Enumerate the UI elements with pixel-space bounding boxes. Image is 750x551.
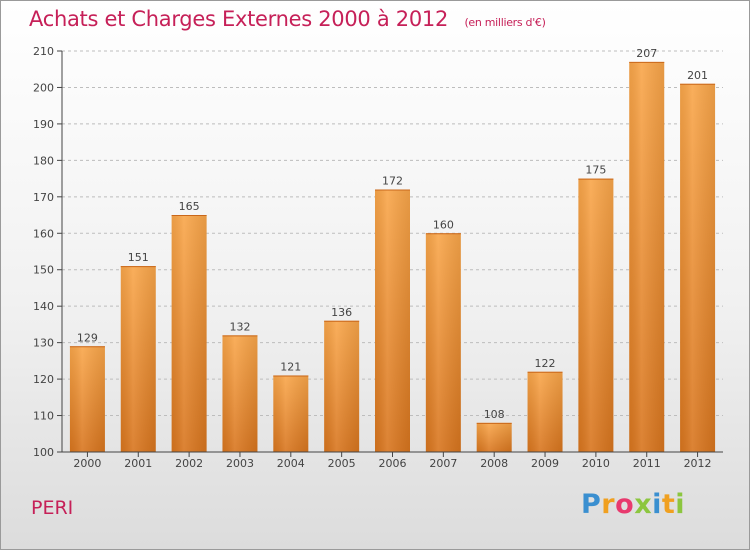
data-label: 172 — [382, 175, 403, 188]
x-tick-label: 2007 — [429, 457, 457, 470]
x-tick-label: 2001 — [124, 457, 152, 470]
x-tick-label: 2006 — [379, 457, 407, 470]
bar-shade — [324, 320, 360, 452]
x-tick-label: 2004 — [277, 457, 305, 470]
y-tick-label: 160 — [33, 227, 54, 240]
data-label: 108 — [484, 408, 505, 421]
data-label: 122 — [535, 357, 556, 370]
bars — [69, 61, 716, 453]
bar-shade — [69, 346, 105, 452]
x-tick-label: 2009 — [531, 457, 559, 470]
bar-shade — [578, 178, 614, 452]
axes — [57, 50, 723, 457]
bar-shade — [425, 233, 461, 452]
x-tick-label: 2011 — [633, 457, 661, 470]
x-tick-label: 2010 — [582, 457, 610, 470]
data-label: 175 — [585, 164, 606, 177]
y-tick-label: 100 — [33, 446, 54, 459]
chart-unit: (en milliers d'€) — [464, 16, 546, 29]
x-tick-label: 2005 — [328, 457, 356, 470]
x-tick-label: 2000 — [73, 457, 101, 470]
logo-letter: o — [615, 489, 635, 520]
labels: 100 110 120 130 140 150 160 170 180 190 200 210 129 2… — [33, 45, 712, 470]
chart-title: Achats et Charges Externes 2000 à 2012 (… — [29, 7, 546, 31]
logo-letter: i — [675, 489, 686, 520]
data-label: 136 — [331, 306, 352, 319]
y-tick-label: 170 — [33, 191, 54, 204]
data-label: 132 — [229, 320, 250, 333]
x-tick-label: 2012 — [684, 457, 712, 470]
data-label: 165 — [179, 200, 200, 213]
y-tick-label: 150 — [33, 264, 54, 277]
logo-letter: t — [661, 489, 676, 520]
chart-title-text: Achats et Charges Externes 2000 à 2012 — [29, 7, 449, 31]
commune-name: PERI — [31, 497, 74, 519]
bar-shade — [629, 61, 665, 452]
y-tick-label: 140 — [33, 300, 54, 313]
logo-letter: r — [601, 489, 616, 520]
y-tick-label: 190 — [33, 118, 54, 131]
data-label: 207 — [636, 47, 657, 60]
bar-shade — [476, 422, 512, 452]
y-tick-label: 110 — [33, 410, 54, 423]
x-tick-label: 2002 — [175, 457, 203, 470]
logo-letter: P — [581, 489, 602, 520]
y-tick-label: 130 — [33, 337, 54, 350]
data-label: 129 — [77, 331, 98, 344]
y-tick-label: 120 — [33, 373, 54, 386]
x-tick-label: 2003 — [226, 457, 254, 470]
bar-shade — [171, 215, 207, 452]
data-label: 121 — [280, 360, 301, 373]
logo-letter: i — [652, 489, 662, 520]
bar-shade — [120, 266, 156, 452]
data-label: 201 — [687, 69, 708, 82]
bar-shade — [273, 375, 309, 452]
data-label: 160 — [433, 218, 454, 231]
y-tick-label: 210 — [33, 45, 54, 58]
proxiti-logo: Proxiti — [581, 489, 685, 520]
y-tick-label: 200 — [33, 81, 54, 94]
bar-shade — [375, 189, 410, 452]
bar-shade — [527, 371, 563, 452]
y-tick-label: 180 — [33, 154, 54, 167]
x-tick-label: 2008 — [480, 457, 508, 470]
logo-letter: x — [634, 489, 653, 520]
bar-shade — [222, 335, 258, 452]
data-label: 151 — [128, 251, 149, 264]
bar-shade — [680, 83, 716, 453]
